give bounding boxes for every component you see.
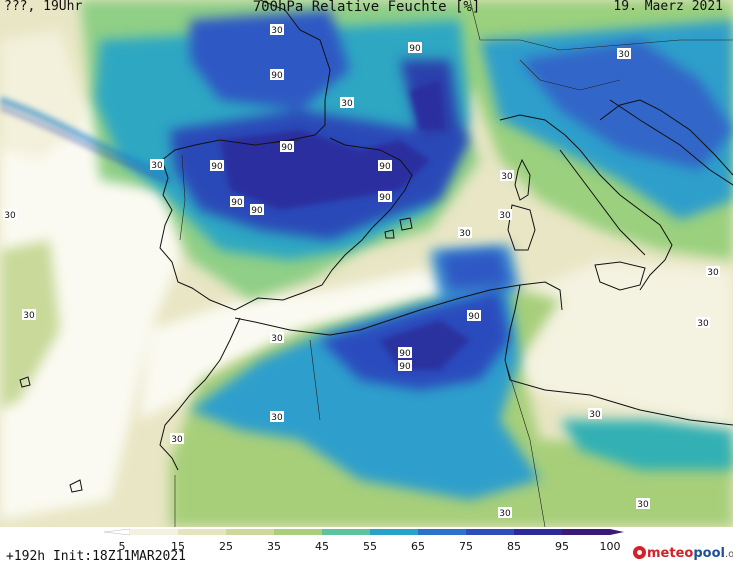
svg-text:30: 30 — [618, 50, 630, 60]
contour-label-90: 90 — [280, 141, 294, 153]
scale-color-box — [178, 529, 227, 535]
contour-label-90: 90 — [270, 69, 284, 81]
scale-color-box — [562, 529, 611, 535]
scale-tick-label: 45 — [315, 540, 329, 553]
contour-label-30: 30 — [270, 24, 284, 36]
contour-label-90: 90 — [230, 196, 244, 208]
svg-text:90: 90 — [399, 349, 411, 359]
contour-label-30: 30 — [458, 227, 472, 239]
scale-color-box — [418, 529, 467, 535]
contour-label-90: 90 — [210, 160, 224, 172]
svg-text:90: 90 — [231, 198, 243, 208]
scale-tick-label: 85 — [507, 540, 521, 553]
svg-text:90: 90 — [468, 312, 480, 322]
contour-label-30: 30 — [150, 159, 164, 171]
svg-text:90: 90 — [399, 362, 411, 372]
scale-tick-label: 100 — [600, 540, 621, 553]
meteopool-logo[interactable]: meteopool.org — [633, 546, 733, 564]
svg-text:30: 30 — [271, 26, 283, 36]
contour-label-30: 30 — [22, 309, 36, 321]
contour-label-30: 30 — [498, 209, 512, 221]
svg-text:90: 90 — [379, 193, 391, 203]
contour-label-30: 30 — [636, 498, 650, 510]
scale-arrow-high — [610, 529, 624, 535]
scale-tick-label: 15 — [171, 540, 185, 553]
contour-label-90: 90 — [408, 42, 422, 54]
contour-label-30: 30 — [270, 411, 284, 423]
scale-tick-label: 55 — [363, 540, 377, 553]
forecast-init-label: +192h Init:18Z11MAR2021 — [6, 549, 187, 564]
svg-text:30: 30 — [23, 311, 35, 321]
contour-label-30: 30 — [270, 332, 284, 344]
valid-date: 19. Maerz 2021 — [613, 0, 723, 14]
svg-text:30: 30 — [499, 509, 511, 519]
svg-text:30: 30 — [501, 172, 513, 182]
svg-text:30: 30 — [589, 410, 601, 420]
contour-label-30: 30 — [3, 209, 17, 221]
svg-text:30: 30 — [637, 500, 649, 510]
scale-color-box — [322, 529, 371, 535]
svg-text:90: 90 — [409, 44, 421, 54]
contour-label-90: 90 — [467, 310, 481, 322]
svg-text:30: 30 — [151, 161, 163, 171]
contour-label-90: 90 — [398, 360, 412, 372]
svg-text:90: 90 — [281, 143, 293, 153]
contour-label-90: 90 — [398, 347, 412, 359]
color-scale-bar: 5 15 25 35 45 55 65 75 85 95 100 — [103, 528, 624, 553]
scale-tick-label: 75 — [459, 540, 473, 553]
svg-text:30: 30 — [459, 229, 471, 239]
scale-arrow-low — [103, 528, 131, 536]
svg-text:90: 90 — [251, 206, 263, 216]
contour-label-30: 30 — [706, 266, 720, 278]
scale-color-box — [130, 529, 179, 535]
svg-text:30: 30 — [171, 435, 183, 445]
contour-label-30: 30 — [498, 507, 512, 519]
contour-label-30: 30 — [588, 408, 602, 420]
svg-text:90: 90 — [379, 162, 391, 172]
scale-tick-label: 65 — [411, 540, 425, 553]
contour-label-90: 90 — [378, 160, 392, 172]
svg-text:30: 30 — [4, 211, 16, 221]
contour-label-30: 30 — [170, 433, 184, 445]
scale-tick-label: 35 — [267, 540, 281, 553]
borders — [174, 0, 733, 527]
scale-tick-label: 95 — [555, 540, 569, 553]
scale-color-box — [370, 529, 419, 535]
scale-color-box — [226, 529, 275, 535]
scale-color-box — [466, 529, 515, 535]
svg-text:30: 30 — [707, 268, 719, 278]
contour-label-90: 90 — [250, 204, 264, 216]
scale-color-box — [274, 529, 323, 535]
run-label: ???, 19Uhr — [4, 0, 83, 14]
contour-labels: 90 90 90 90 90 90 90 90 90 90 90 30 30 3… — [3, 24, 720, 519]
svg-text:30: 30 — [341, 99, 353, 109]
contour-label-30: 30 — [500, 170, 514, 182]
meteopool-logo-icon — [633, 546, 646, 559]
scale-color-box — [514, 529, 563, 535]
contour-label-30: 30 — [340, 97, 354, 109]
contour-label-30: 30 — [696, 317, 710, 329]
map-title: 700hPa Relative Feuchte [%] — [252, 0, 481, 15]
svg-text:30: 30 — [271, 413, 283, 423]
contour-label-90: 90 — [378, 191, 392, 203]
humidity-map: 90 90 90 90 90 90 90 90 90 90 90 30 30 3… — [0, 0, 733, 527]
svg-text:90: 90 — [211, 162, 223, 172]
svg-text:30: 30 — [697, 319, 709, 329]
coastlines — [19, 0, 733, 493]
svg-text:30: 30 — [499, 211, 511, 221]
scale-tick-label: 25 — [219, 540, 233, 553]
svg-text:30: 30 — [271, 334, 283, 344]
scale-tick-label: 5 — [119, 540, 126, 553]
svg-text:90: 90 — [271, 71, 283, 81]
contour-label-30: 30 — [617, 48, 631, 60]
